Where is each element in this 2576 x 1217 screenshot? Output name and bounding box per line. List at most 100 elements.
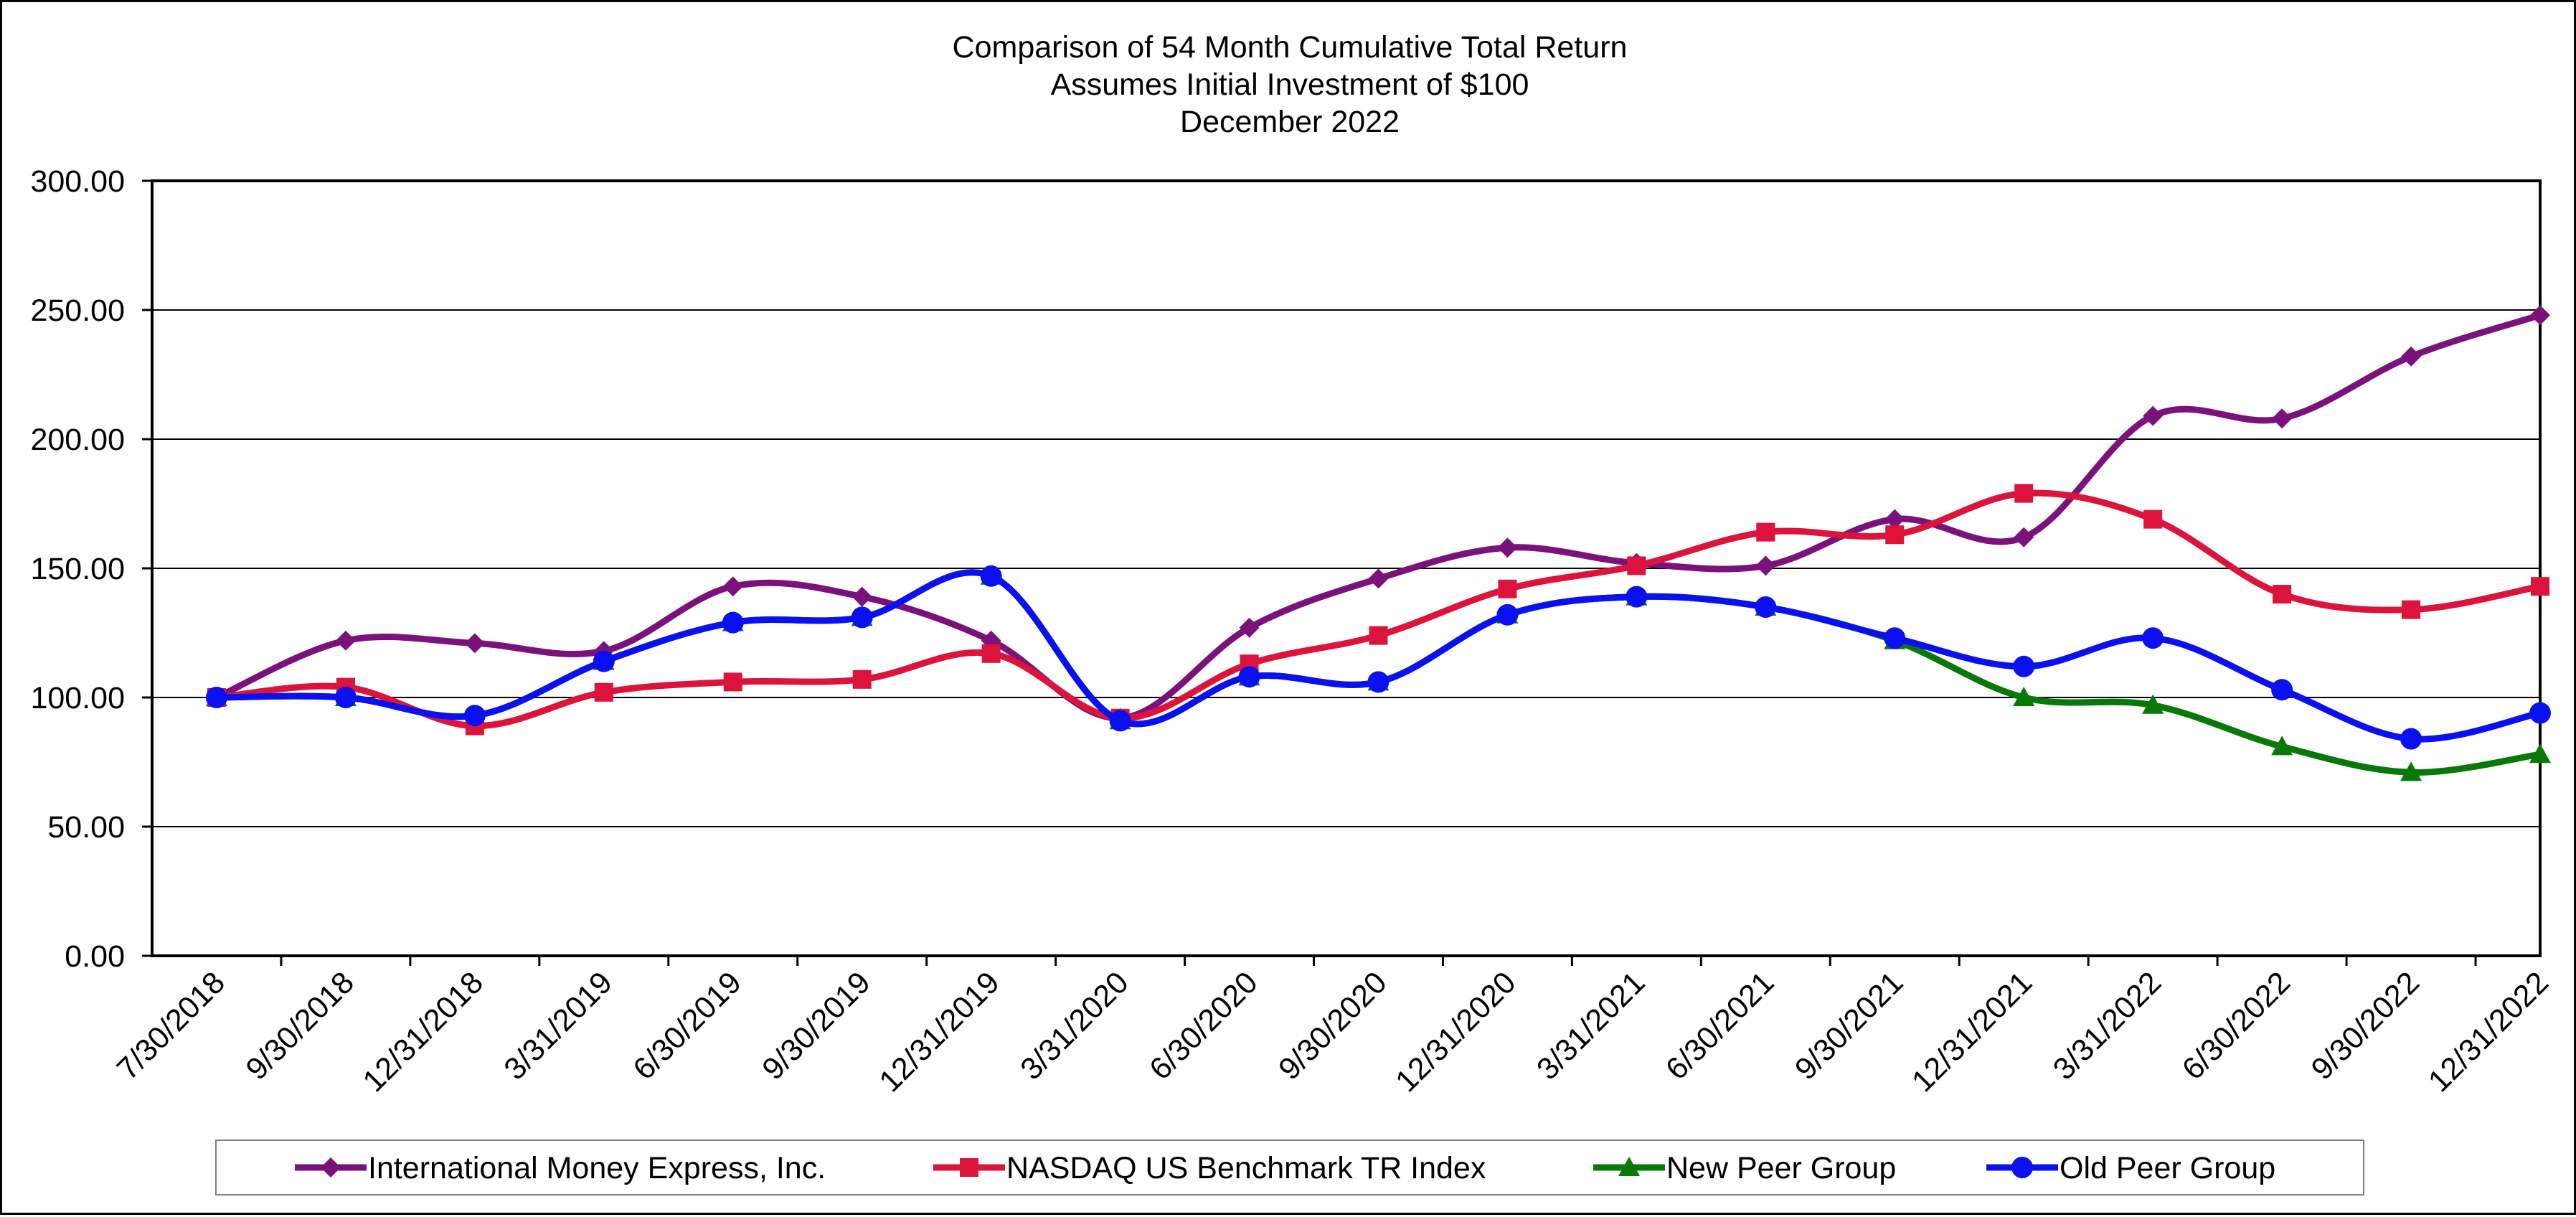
data-point-square bbox=[1885, 525, 1905, 545]
x-tick-label: 12/31/2020 bbox=[1389, 965, 1522, 1099]
x-tick-label: 12/31/2018 bbox=[357, 965, 490, 1099]
data-point-circle bbox=[851, 606, 873, 629]
data-point-square bbox=[1369, 626, 1388, 645]
data-point-diamond bbox=[851, 586, 872, 607]
data-point-diamond bbox=[2401, 346, 2422, 367]
data-point-diamond bbox=[2530, 305, 2550, 326]
data-point-circle bbox=[722, 611, 744, 634]
x-tick-label: 6/30/2021 bbox=[1659, 965, 1780, 1086]
x-tick-label: 9/30/2022 bbox=[2305, 965, 2426, 1086]
data-point-diamond bbox=[464, 633, 485, 654]
data-point-diamond bbox=[2272, 408, 2293, 429]
data-point-circle bbox=[593, 650, 615, 672]
data-point-square bbox=[2143, 509, 2163, 529]
data-point-square bbox=[981, 644, 1001, 663]
x-tick-label: 6/30/2020 bbox=[1143, 965, 1264, 1086]
data-point-square bbox=[594, 682, 613, 702]
series-international-money-express-inc bbox=[206, 305, 2550, 728]
legend-label: New Peer Group bbox=[1666, 1151, 1896, 1185]
x-tick-label: 12/31/2021 bbox=[1905, 965, 2039, 1099]
data-point-circle bbox=[2529, 702, 2551, 724]
data-point-diamond bbox=[1497, 537, 1518, 558]
data-point-circle bbox=[1367, 671, 1390, 693]
data-point-diamond bbox=[1884, 509, 1905, 530]
data-point-circle bbox=[1109, 710, 1131, 732]
chart-title-line-3: December 2022 bbox=[1180, 105, 1400, 139]
data-point-circle bbox=[1496, 603, 1519, 626]
legend-label: Old Peer Group bbox=[2060, 1151, 2275, 1185]
plot-area bbox=[151, 179, 2542, 957]
y-tick-label: 100.00 bbox=[30, 681, 125, 715]
legend-label: International Money Express, Inc. bbox=[368, 1151, 826, 1185]
x-tick-label: 6/30/2022 bbox=[2176, 965, 2297, 1086]
data-point-triangle bbox=[1618, 1157, 1640, 1176]
data-point-square bbox=[723, 672, 742, 692]
data-point-circle bbox=[1884, 627, 1906, 649]
data-point-diamond bbox=[335, 630, 356, 651]
data-point-diamond bbox=[2014, 527, 2034, 548]
y-tick-label: 300.00 bbox=[30, 164, 125, 199]
data-point-triangle bbox=[2400, 761, 2422, 781]
y-axis-ticks: 0.00 50.00 100.00 150.00 200.00 250.00 300.00 bbox=[30, 164, 152, 974]
data-point-square bbox=[2531, 577, 2549, 596]
x-tick-label: 3/31/2021 bbox=[1530, 965, 1651, 1086]
data-point-circle bbox=[1755, 596, 1777, 618]
series-line bbox=[213, 311, 2544, 722]
data-point-diamond bbox=[2143, 405, 2164, 426]
data-point-triangle bbox=[2013, 687, 2035, 706]
x-tick-label: 12/31/2019 bbox=[873, 965, 1006, 1099]
data-point-diamond bbox=[1755, 555, 1776, 576]
x-tick-label: 9/30/2020 bbox=[1272, 965, 1393, 1086]
data-point-square bbox=[1627, 556, 1646, 575]
series-lines bbox=[205, 305, 2551, 781]
chart-title-line-2: Assumes Initial Investment of $100 bbox=[1051, 67, 1529, 102]
x-tick-label: 9/30/2019 bbox=[756, 965, 877, 1086]
x-tick-label: 3/31/2019 bbox=[498, 965, 619, 1086]
data-point-circle bbox=[2013, 655, 2035, 677]
data-point-circle bbox=[463, 705, 486, 727]
y-tick-label: 0.00 bbox=[65, 939, 125, 974]
data-point-diamond bbox=[1239, 617, 1260, 638]
x-tick-label: 7/30/2018 bbox=[110, 965, 232, 1086]
data-point-square bbox=[2402, 600, 2421, 619]
data-point-square bbox=[2273, 585, 2292, 603]
data-point-square bbox=[2014, 484, 2034, 503]
data-point-circle bbox=[2400, 728, 2422, 750]
data-point-triangle bbox=[2271, 736, 2293, 756]
data-point-triangle bbox=[2142, 694, 2164, 714]
data-point-square bbox=[1756, 522, 1775, 542]
data-point-circle bbox=[2011, 1157, 2033, 1178]
x-tick-label: 9/30/2018 bbox=[240, 965, 361, 1086]
y-tick-label: 50.00 bbox=[47, 810, 125, 845]
data-point-square bbox=[960, 1158, 978, 1177]
data-point-circle bbox=[2142, 627, 2164, 649]
data-point-circle bbox=[334, 687, 357, 708]
data-point-diamond bbox=[321, 1157, 341, 1178]
data-point-triangle bbox=[2529, 743, 2551, 763]
legend-label: NASDAQ US Benchmark TR Index bbox=[1006, 1151, 1486, 1185]
y-tick-label: 200.00 bbox=[30, 423, 125, 457]
y-tick-label: 250.00 bbox=[30, 293, 125, 328]
data-point-circle bbox=[205, 687, 227, 708]
data-point-circle bbox=[2271, 679, 2293, 701]
data-point-square bbox=[1498, 579, 1517, 598]
data-point-diamond bbox=[1368, 568, 1389, 589]
data-point-circle bbox=[980, 565, 1002, 587]
x-tick-label: 6/30/2019 bbox=[627, 965, 748, 1086]
y-tick-label: 150.00 bbox=[30, 552, 125, 586]
x-tick-label: 3/31/2020 bbox=[1014, 965, 1135, 1086]
series-old-peer-group bbox=[205, 565, 2551, 750]
data-point-square bbox=[852, 669, 872, 689]
chart-title: Comparison of 54 Month Cumulative Total … bbox=[953, 30, 1628, 139]
chart-title-line-1: Comparison of 54 Month Cumulative Total … bbox=[953, 30, 1628, 65]
data-point-circle bbox=[1238, 666, 1260, 688]
gridlines bbox=[152, 309, 2540, 827]
legend: International Money Express, Inc. NASDAQ … bbox=[215, 1140, 2364, 1195]
data-point-circle bbox=[1626, 586, 1648, 608]
x-tick-label: 12/31/2022 bbox=[2422, 965, 2555, 1099]
x-tick-label: 3/31/2022 bbox=[2047, 965, 2168, 1086]
data-point-diamond bbox=[722, 576, 743, 597]
